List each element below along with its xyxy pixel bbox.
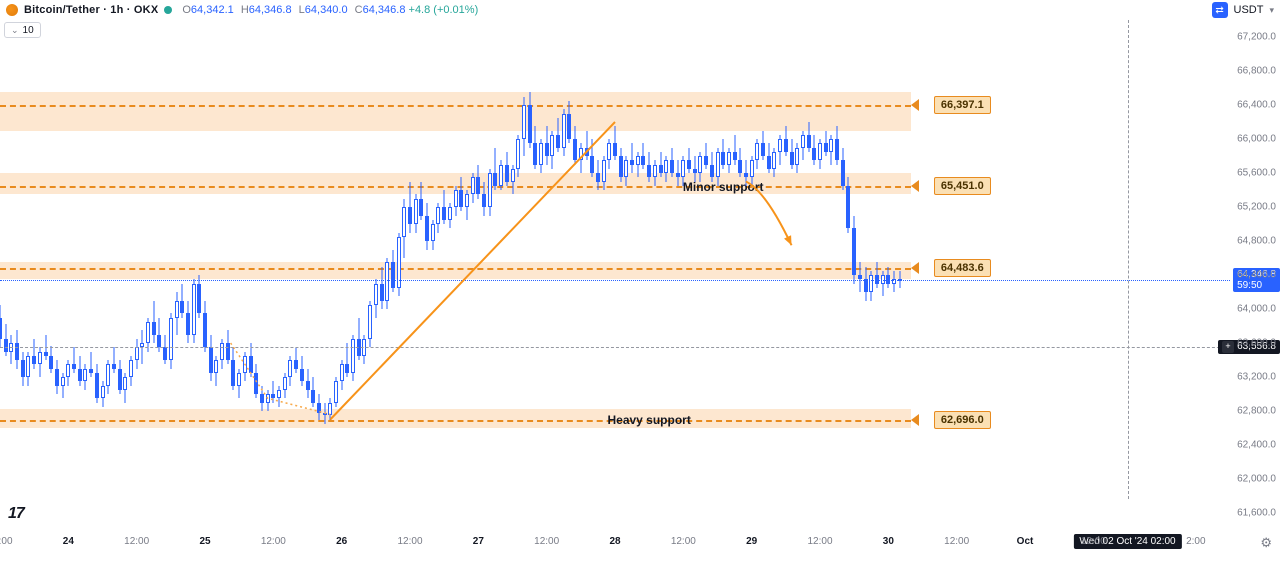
y-tick-label: 64,400.0: [1237, 270, 1276, 281]
zone-price-label: 65,451.0: [934, 177, 991, 195]
y-tick-label: 62,000.0: [1237, 474, 1276, 485]
x-tick-label: 30: [883, 536, 894, 547]
x-tick-label: 12:00: [0, 536, 13, 547]
x-tick-label: 29: [746, 536, 757, 547]
x-tick-label: 25: [199, 536, 210, 547]
price-change: +4.8: [409, 4, 431, 16]
y-tick-label: 62,400.0: [1237, 440, 1276, 451]
x-tick-label: 27: [473, 536, 484, 547]
chart-header: Bitcoin/Tether · 1h · OKX O64,342.1 H64,…: [0, 0, 1280, 20]
y-tick-label: 67,200.0: [1237, 32, 1276, 43]
chart-root: { "header": { "symbol_title": "Bitcoin/T…: [0, 0, 1280, 561]
x-axis[interactable]: Wed 02 Oct '24 02:0012:002412:002512:002…: [0, 530, 1230, 561]
gear-icon[interactable]: ⚙: [1260, 535, 1272, 551]
x-tick-label: 12:00: [397, 536, 422, 547]
x-tick-label: 12:00: [1081, 536, 1106, 547]
ohlc-readout: O64,342.1 H64,346.8 L64,340.0 C64,346.8 …: [178, 4, 478, 16]
y-tick-label: 62,800.0: [1237, 406, 1276, 417]
x-tick-label: 12:00: [534, 536, 559, 547]
zone-price-label: 62,696.0: [934, 411, 991, 429]
y-tick-label: 61,600.0: [1237, 508, 1276, 519]
live-indicator-icon: [164, 6, 172, 14]
symbol-title[interactable]: Bitcoin/Tether · 1h · OKX: [24, 4, 158, 16]
zone-price-label: 66,397.1: [934, 96, 991, 114]
symbol-icon: [6, 4, 18, 16]
y-tick-label: 64,800.0: [1237, 236, 1276, 247]
x-tick-label: 12:00: [807, 536, 832, 547]
candle: [897, 20, 903, 530]
y-tick-label: 65,200.0: [1237, 202, 1276, 213]
price-change-pct: (+0.01%): [433, 4, 478, 16]
y-tick-label: 66,400.0: [1237, 100, 1276, 111]
y-tick-label: 63,200.0: [1237, 372, 1276, 383]
x-tick-label: 2:00: [1186, 536, 1205, 547]
x-tick-label: 12:00: [944, 536, 969, 547]
y-tick-label: 63,600.0: [1237, 338, 1276, 349]
y-tick-label: 66,000.0: [1237, 134, 1276, 145]
x-tick-label: Oct: [1017, 536, 1034, 547]
chevron-down-icon[interactable]: ▾: [1269, 5, 1274, 16]
x-tick-label: 12:00: [124, 536, 149, 547]
quote-currency-button[interactable]: USDT: [1234, 4, 1264, 16]
chart-area[interactable]: 66,397.165,451.064,483.662,696.0Minor su…: [0, 20, 1230, 530]
y-tick-label: 65,600.0: [1237, 168, 1276, 179]
y-tick-label: 66,800.0: [1237, 66, 1276, 77]
y-tick-label: 64,000.0: [1237, 304, 1276, 315]
y-axis[interactable]: 64,346.859:50+63,556.867,200.066,800.066…: [1230, 20, 1280, 530]
x-tick-label: 26: [336, 536, 347, 547]
x-tick-label: 28: [609, 536, 620, 547]
zone-price-label: 64,483.6: [934, 259, 991, 277]
tradingview-logo: 17: [8, 505, 24, 523]
compare-icon[interactable]: ⇄: [1212, 2, 1228, 18]
header-right: ⇄ USDT ▾: [1212, 2, 1274, 18]
x-tick-label: 12:00: [261, 536, 286, 547]
x-tick-label: 24: [63, 536, 74, 547]
x-tick-label: 12:00: [671, 536, 696, 547]
